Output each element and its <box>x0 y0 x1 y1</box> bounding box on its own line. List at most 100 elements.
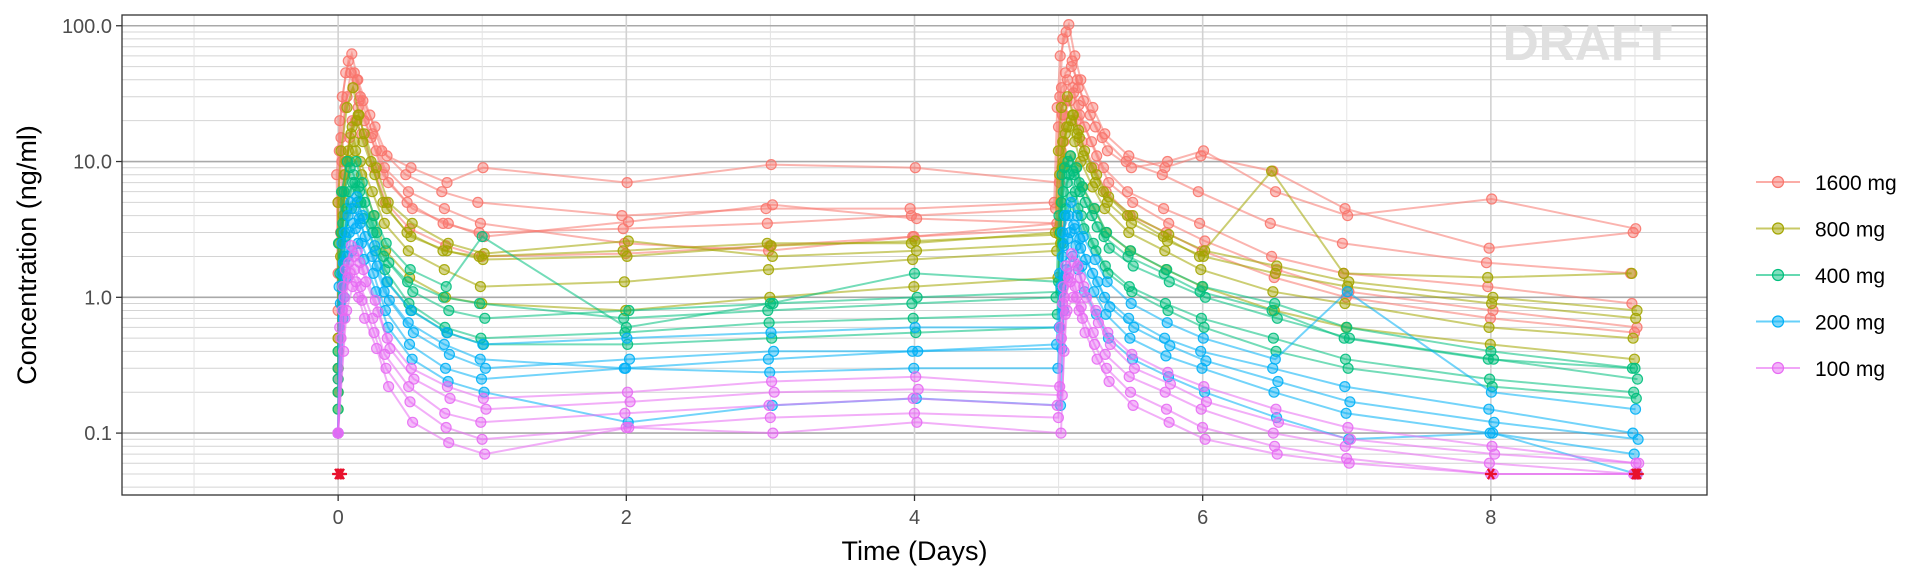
data-point <box>1163 228 1175 241</box>
data-point <box>1088 203 1101 215</box>
data-point <box>1062 233 1074 245</box>
data-point <box>912 383 924 395</box>
data-point <box>1104 338 1117 350</box>
legend-label: 400 mg <box>1815 265 1885 288</box>
data-point <box>444 392 456 404</box>
data-point <box>764 366 776 378</box>
data-point <box>441 327 453 339</box>
data-point <box>1051 399 1063 411</box>
data-point <box>622 235 634 247</box>
data-point <box>1074 233 1086 245</box>
data-point <box>1100 226 1113 239</box>
data-point <box>1124 332 1136 344</box>
data-point <box>384 342 396 355</box>
data-point <box>1163 217 1175 229</box>
data-point <box>1125 162 1138 174</box>
data-point <box>338 186 350 198</box>
data-point <box>1067 82 1079 94</box>
data-point <box>477 162 489 174</box>
data-point <box>371 260 383 272</box>
data-point <box>1080 253 1092 266</box>
data-point <box>907 312 919 324</box>
data-point <box>351 191 363 203</box>
data-point <box>909 162 921 174</box>
data-point <box>1340 407 1352 419</box>
data-point <box>1064 150 1077 162</box>
data-point <box>403 381 415 393</box>
subject-line <box>337 254 1639 465</box>
legend-label: 100 mg <box>1815 358 1885 381</box>
data-point <box>766 199 779 211</box>
data-point <box>1161 264 1173 276</box>
data-point <box>762 353 775 365</box>
data-point <box>1054 50 1066 62</box>
data-point <box>764 412 776 424</box>
data-point <box>1103 177 1115 189</box>
data-point <box>1062 271 1074 284</box>
data-point <box>1267 362 1279 374</box>
data-point <box>624 396 636 408</box>
data-point <box>909 235 921 247</box>
data-point <box>1631 373 1644 385</box>
subject-line <box>337 260 1634 475</box>
data-point <box>762 264 775 276</box>
data-point <box>1065 196 1077 208</box>
data-point <box>1488 448 1501 460</box>
legend-key-point <box>1771 361 1785 375</box>
data-point <box>443 304 455 317</box>
data-point <box>1271 448 1283 460</box>
data-point <box>1199 291 1211 303</box>
data-point <box>383 294 395 306</box>
data-point <box>910 245 923 257</box>
data-point <box>439 407 451 419</box>
data-point <box>1090 169 1103 181</box>
data-point <box>1089 121 1102 133</box>
data-point <box>1104 301 1116 313</box>
data-point <box>407 327 419 339</box>
data-point <box>366 186 378 198</box>
data-point <box>1162 304 1174 317</box>
data-point <box>1199 433 1211 445</box>
data-point <box>763 399 775 411</box>
data-point <box>1087 101 1099 114</box>
data-point <box>406 353 418 365</box>
data-point <box>1163 416 1175 428</box>
data-point <box>765 375 778 388</box>
legend: 1600 mg 800 mg 400 mg 200 mg 100 mg <box>1756 172 1897 381</box>
data-point <box>438 203 450 215</box>
data-point <box>767 345 780 357</box>
data-point <box>350 145 362 157</box>
data-point <box>1200 396 1213 408</box>
data-point <box>358 128 370 140</box>
data-point <box>351 245 363 257</box>
data-point <box>475 373 488 385</box>
data-point <box>404 264 416 276</box>
data-point <box>1061 91 1074 103</box>
data-point <box>1162 366 1174 378</box>
data-point <box>765 327 777 339</box>
data-point <box>618 276 631 288</box>
data-point <box>370 145 382 157</box>
draft-watermark: DRAFT <box>1503 15 1672 71</box>
data-point <box>1127 399 1139 411</box>
data-point <box>1628 353 1641 365</box>
data-point <box>910 371 922 383</box>
data-point <box>408 373 420 385</box>
data-point <box>1631 321 1643 333</box>
data-point <box>1629 403 1642 415</box>
data-point <box>1123 371 1135 383</box>
data-point <box>1271 260 1283 272</box>
data-point <box>1065 60 1078 73</box>
data-point <box>765 159 777 171</box>
data-point <box>1200 355 1212 367</box>
data-point <box>1192 186 1204 198</box>
data-point <box>761 217 773 229</box>
data-point <box>1074 271 1086 284</box>
data-point <box>1060 121 1073 133</box>
data-point <box>620 321 632 333</box>
data-point <box>1343 276 1355 288</box>
data-point <box>1483 457 1496 469</box>
y-tick-label: 100.0 <box>62 16 112 38</box>
x-tick-label: 6 <box>1197 507 1208 529</box>
data-point <box>347 281 359 293</box>
